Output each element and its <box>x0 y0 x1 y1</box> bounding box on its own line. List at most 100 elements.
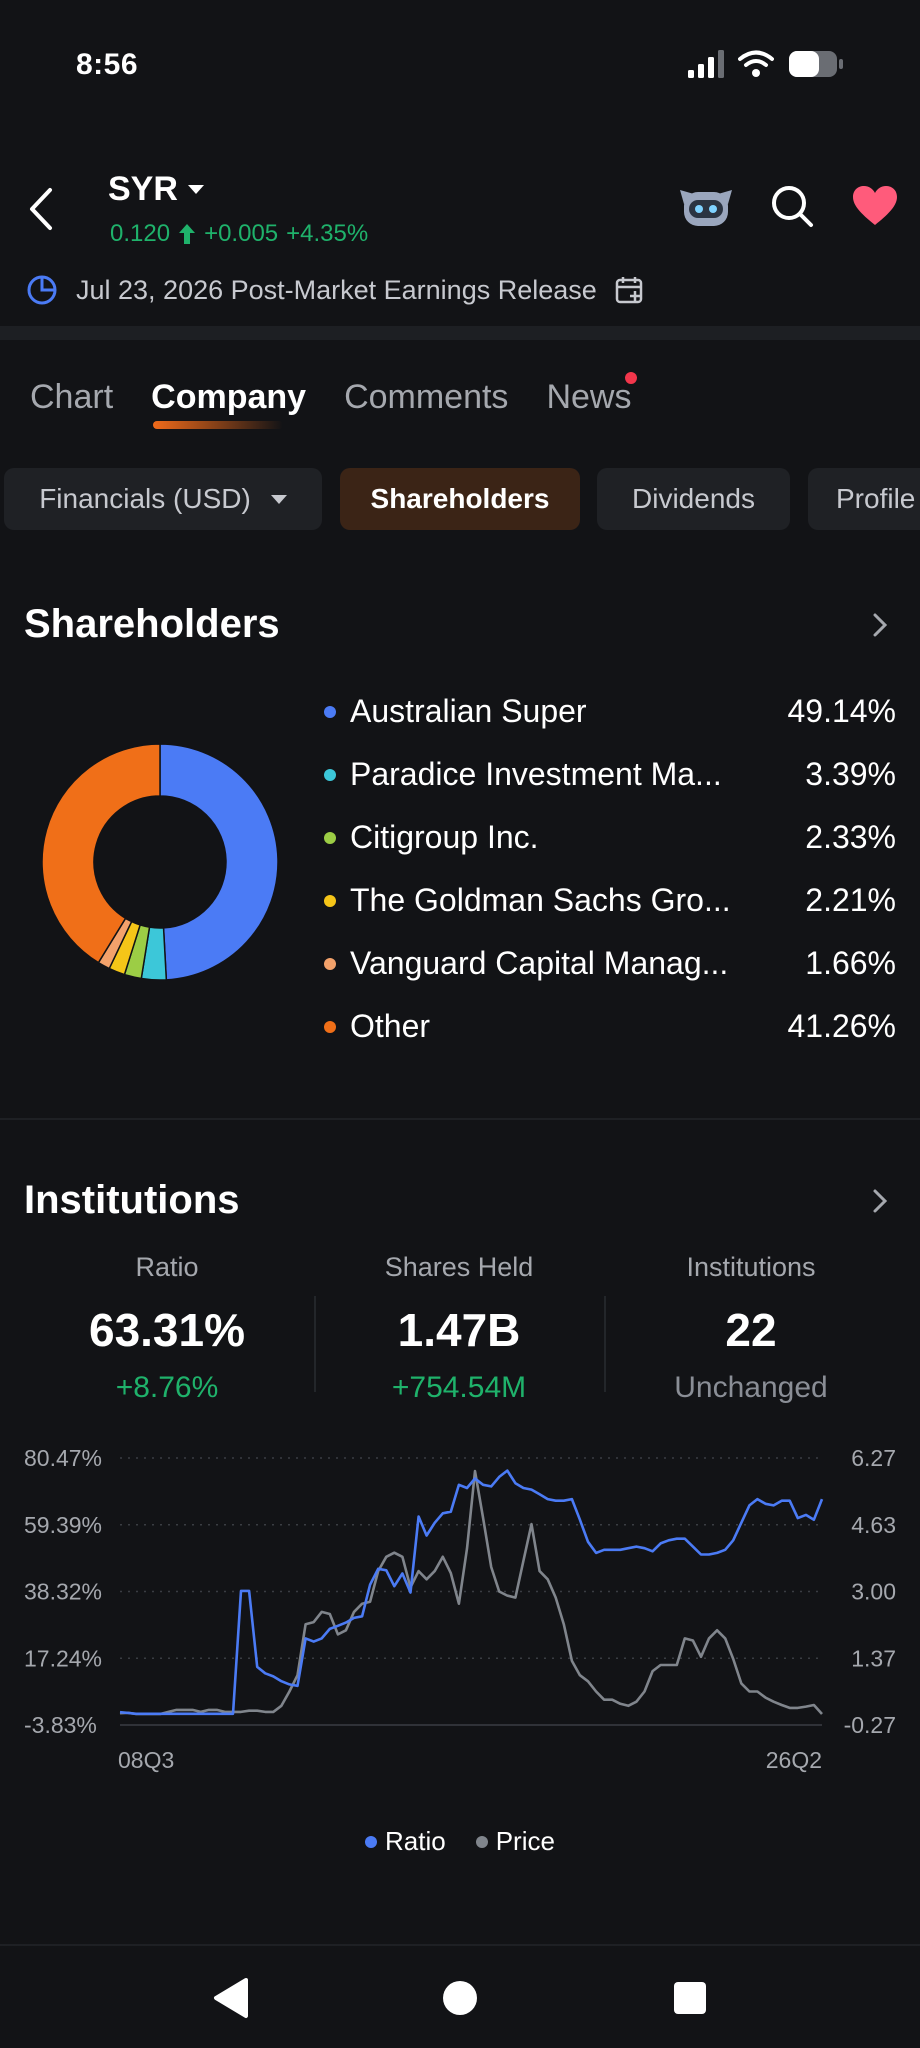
nav-back-icon[interactable] <box>210 1976 250 2020</box>
shareholder-row[interactable]: Vanguard Capital Manag... 1.66% <box>324 932 896 995</box>
status-bar: 8:56 <box>0 0 920 130</box>
shareholders-donut-chart <box>41 743 279 981</box>
stat-shares-held: Shares Held 1.47B +754.54M <box>314 1252 604 1405</box>
search-icon[interactable] <box>770 184 814 228</box>
chip-profile[interactable]: Profile <box>808 468 920 530</box>
shareholder-name: The Goldman Sachs Gro... <box>350 882 731 918</box>
legend-item-price[interactable]: Price <box>475 1826 555 1857</box>
donut-slice <box>159 743 279 981</box>
stat-divider <box>314 1296 316 1392</box>
legend-dot <box>324 1020 336 1033</box>
shareholder-row[interactable]: Australian Super 49.14% <box>324 680 896 743</box>
stat-value: 1.47B <box>397 1304 521 1356</box>
price-change-pct: +4.35% <box>286 220 369 247</box>
y-left-tick: -3.83% <box>24 1712 97 1738</box>
add-calendar-icon[interactable] <box>615 275 645 305</box>
institution-stats: Ratio 63.31% +8.76% Shares Held 1.47B +7… <box>0 1252 920 1412</box>
x-end-tick: 26Q2 <box>766 1747 822 1773</box>
section-divider <box>0 326 920 340</box>
institutions-title: Institutions <box>24 1178 240 1222</box>
stat-label: Ratio <box>135 1252 199 1282</box>
ticker-symbol: SYR <box>108 170 178 208</box>
earnings-banner[interactable]: Jul 23, 2026 Post-Market Earnings Releas… <box>26 270 645 310</box>
status-time: 8:56 <box>76 48 139 81</box>
nav-recents-icon[interactable] <box>670 1976 710 2020</box>
arrow-up-icon <box>179 224 196 244</box>
shareholder-pct: 41.26% <box>787 1008 896 1044</box>
stat-value: 22 <box>725 1304 777 1356</box>
earnings-text: Jul 23, 2026 Post-Market Earnings Releas… <box>76 274 597 305</box>
notification-dot <box>625 372 638 384</box>
shareholder-pct: 1.66% <box>805 945 896 981</box>
legend-dot <box>324 957 336 970</box>
nav-home-icon[interactable] <box>440 1976 480 2020</box>
dropdown-caret-icon <box>270 494 287 504</box>
shareholder-pct: 2.21% <box>805 882 896 918</box>
y-left-tick: 80.47% <box>24 1445 102 1471</box>
shareholders-more-icon[interactable] <box>868 610 892 640</box>
y-right-tick: 6.27 <box>851 1445 896 1471</box>
shareholder-row[interactable]: The Goldman Sachs Gro... 2.21% <box>324 869 896 932</box>
header-actions <box>680 182 898 230</box>
shareholders-legend: Australian Super 49.14% Paradice Investm… <box>324 680 896 1058</box>
sub-tabs: Financials (USD) Shareholders Dividends … <box>0 468 920 530</box>
y-left-tick: 17.24% <box>24 1645 102 1671</box>
shareholder-row[interactable]: Other 41.26% <box>324 995 896 1058</box>
chip-dividends[interactable]: Dividends <box>597 468 790 530</box>
chart-legend: Ratio Price <box>0 1826 920 1857</box>
system-nav-bar <box>0 1944 920 2048</box>
legend-dot <box>324 705 336 718</box>
shareholder-pct: 2.33% <box>805 819 896 855</box>
robot-assistant-icon[interactable] <box>680 182 732 230</box>
ticker-selector[interactable]: SYR <box>108 170 204 209</box>
cellular-signal-icon <box>688 50 724 78</box>
legend-dot <box>324 894 336 907</box>
wifi-icon <box>738 50 774 77</box>
shareholder-name: Citigroup Inc. <box>350 819 539 855</box>
main-tabs: Chart Company Comments News <box>30 372 638 429</box>
y-left-tick: 38.32% <box>24 1579 102 1605</box>
legend-item-ratio[interactable]: Ratio <box>365 1826 446 1857</box>
stat-label: Shares Held <box>384 1252 534 1282</box>
shareholder-row[interactable]: Paradice Investment Ma... 3.39% <box>324 743 896 806</box>
legend-label: Ratio <box>385 1826 446 1856</box>
stat-value: 63.31% <box>88 1304 245 1356</box>
status-icons <box>688 50 844 78</box>
active-tab-underline <box>153 421 284 429</box>
stat-ratio: Ratio 63.31% +8.76% <box>22 1252 312 1405</box>
section-separator <box>0 1118 920 1120</box>
stock-header: SYR 0.120 +0.005 +4.35% <box>0 160 920 260</box>
shareholders-title: Shareholders <box>24 602 280 646</box>
shareholder-pct: 49.14% <box>787 693 896 729</box>
last-price: 0.120 <box>110 220 171 247</box>
shareholder-pct: 3.39% <box>805 756 896 792</box>
legend-dot <box>324 831 336 844</box>
tab-news[interactable]: News <box>546 372 638 417</box>
favorite-heart-icon[interactable] <box>852 185 898 227</box>
institutions-more-icon[interactable] <box>868 1186 892 1216</box>
price-change: +0.005 <box>204 220 279 247</box>
chip-financials[interactable]: Financials (USD) <box>4 468 322 530</box>
legend-dot <box>365 1835 378 1848</box>
y-right-tick: 3.00 <box>851 1579 896 1605</box>
tab-company[interactable]: Company <box>151 378 306 429</box>
tab-chart[interactable]: Chart <box>30 378 114 416</box>
price-quote: 0.120 +0.005 +4.35% <box>110 220 368 248</box>
stat-change: +8.76% <box>115 1371 219 1404</box>
y-left-tick: 59.39% <box>24 1512 102 1538</box>
legend-dot <box>475 1835 488 1848</box>
shareholder-name: Other <box>350 1008 431 1044</box>
y-right-tick: 1.37 <box>851 1645 896 1671</box>
back-icon[interactable] <box>22 184 62 234</box>
chip-shareholders[interactable]: Shareholders <box>340 468 580 530</box>
x-start-tick: 08Q3 <box>118 1747 174 1773</box>
stat-label: Institutions <box>686 1252 816 1282</box>
y-right-tick: 4.63 <box>851 1512 896 1538</box>
tab-comments[interactable]: Comments <box>344 378 509 416</box>
series-line-ratio <box>119 1469 824 1716</box>
shareholder-name: Australian Super <box>350 693 587 729</box>
shareholder-row[interactable]: Citigroup Inc. 2.33% <box>324 806 896 869</box>
stat-institutions: Institutions 22 Unchanged <box>606 1252 896 1405</box>
shareholder-name: Vanguard Capital Manag... <box>350 945 729 981</box>
institutions-line-chart: 80.47% 6.27 59.39% 4.63 38.32% 3.00 17.24% 1.37… <box>24 1445 896 1773</box>
